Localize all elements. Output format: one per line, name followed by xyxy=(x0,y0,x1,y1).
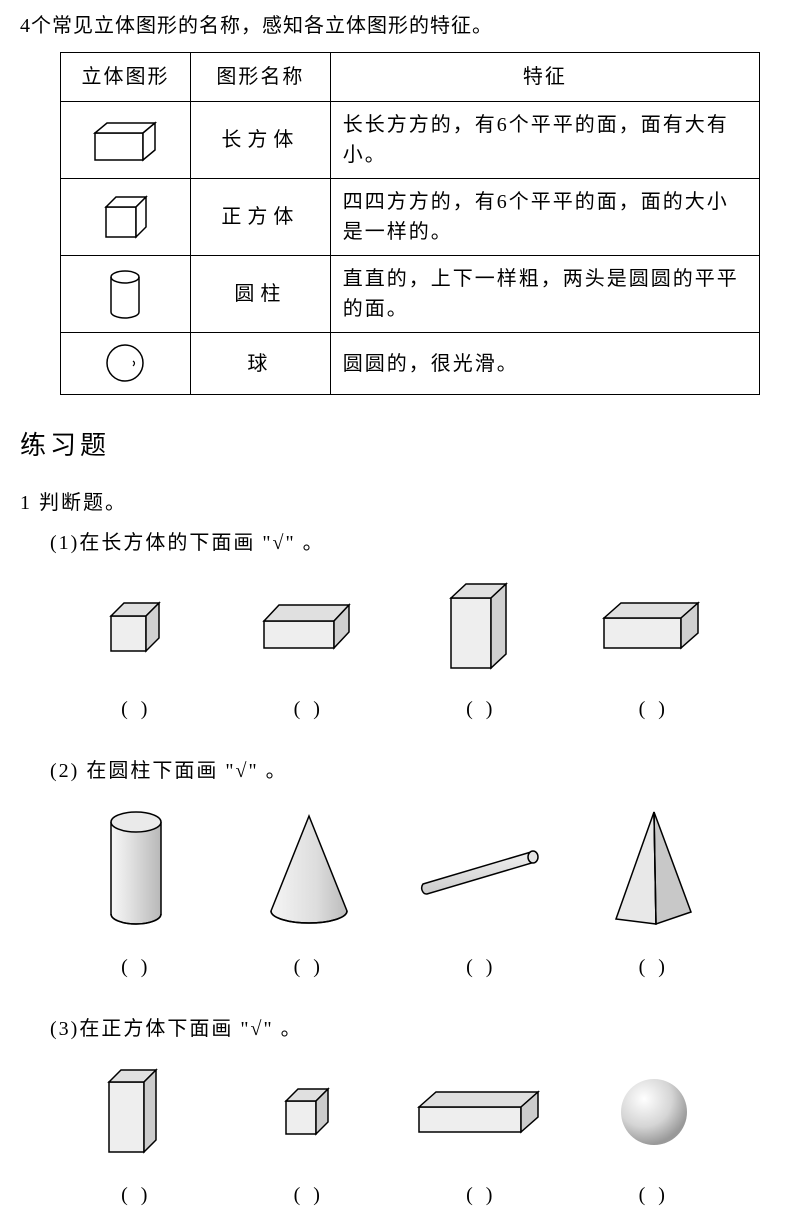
answer-paren[interactable]: ( ) xyxy=(568,1179,741,1211)
answer-paren[interactable]: ( ) xyxy=(395,1179,568,1211)
cell-shape-cylinder xyxy=(61,256,191,333)
sphere-icon xyxy=(103,341,148,386)
small-cube-shaded-icon xyxy=(96,591,176,661)
cell-name-cube: 正方体 xyxy=(190,179,330,256)
answer-paren[interactable]: ( ) xyxy=(568,693,741,725)
table-row: 球 圆圆的，很光滑。 xyxy=(61,333,760,395)
option-item: ( ) xyxy=(568,571,741,725)
answer-paren[interactable]: ( ) xyxy=(50,1179,223,1211)
answer-paren[interactable]: ( ) xyxy=(50,951,223,983)
q1-sub1-options: ( ) ( ) ( ) xyxy=(50,571,740,725)
option-item: ( ) xyxy=(395,1057,568,1211)
tall-cuboid-shaded-icon xyxy=(439,576,524,676)
long-flat-cuboid-shaded-icon xyxy=(411,1082,551,1142)
option-item: ( ) xyxy=(223,571,396,725)
answer-paren[interactable]: ( ) xyxy=(223,951,396,983)
cell-shape-cuboid xyxy=(61,102,191,179)
cell-name-cylinder: 圆柱 xyxy=(190,256,330,333)
q1-title: 1 判断题。 xyxy=(20,487,770,519)
q1-sub1: (1)在长方体的下面画 "√" 。 xyxy=(50,527,770,559)
wide-cuboid-shaded-icon xyxy=(596,593,711,658)
option-item: ( ) xyxy=(395,799,568,983)
table-header-row: 立体图形 图形名称 特征 xyxy=(61,53,760,102)
exercise-title: 练习题 xyxy=(20,425,770,467)
flat-cuboid-shaded-icon xyxy=(254,593,364,658)
answer-paren[interactable]: ( ) xyxy=(568,951,741,983)
cell-name-sphere: 球 xyxy=(190,333,330,395)
answer-paren[interactable]: ( ) xyxy=(395,951,568,983)
answer-paren[interactable]: ( ) xyxy=(50,693,223,725)
cylinder-icon xyxy=(105,267,145,322)
small-cube2-shaded-icon xyxy=(274,1079,344,1144)
tall-block-shaded-icon xyxy=(99,1062,174,1162)
answer-paren[interactable]: ( ) xyxy=(395,693,568,725)
option-item: ( ) xyxy=(395,571,568,725)
q1-sub2: (2) 在圆柱下面画 "√" 。 xyxy=(50,755,770,787)
option-item: ( ) xyxy=(50,799,223,983)
cell-feature-cube: 四四方方的，有6个平平的面，面的大小是一样的。 xyxy=(330,179,759,256)
answer-paren[interactable]: ( ) xyxy=(223,693,396,725)
sphere-shaded-icon xyxy=(614,1072,694,1152)
cylinder-shaded-icon xyxy=(99,804,174,934)
cell-name-cuboid: 长方体 xyxy=(190,102,330,179)
table-row: 正方体 四四方方的，有6个平平的面，面的大小是一样的。 xyxy=(61,179,760,256)
th-name: 图形名称 xyxy=(190,53,330,102)
rod-shaded-icon xyxy=(411,834,551,904)
option-item: ( ) xyxy=(223,799,396,983)
option-item: ( ) xyxy=(223,1057,396,1211)
option-item: ( ) xyxy=(568,1057,741,1211)
th-shape: 立体图形 xyxy=(61,53,191,102)
intro-text: 4个常见立体图形的名称，感知各立体图形的特征。 xyxy=(20,10,770,42)
cone-shaded-icon xyxy=(259,806,359,931)
option-item: ( ) xyxy=(568,799,741,983)
pyramid-shaded-icon xyxy=(606,804,701,934)
th-feature: 特征 xyxy=(330,53,759,102)
shapes-table: 立体图形 图形名称 特征 长方体 长长方方的，有6个平平的面，面有大有小。 正方… xyxy=(60,52,760,395)
cell-feature-cuboid: 长长方方的，有6个平平的面，面有大有小。 xyxy=(330,102,759,179)
option-item: ( ) xyxy=(50,571,223,725)
cell-feature-sphere: 圆圆的，很光滑。 xyxy=(330,333,759,395)
cuboid-icon xyxy=(85,118,165,163)
q1-sub3-options: ( ) ( ) ( ) xyxy=(50,1057,740,1211)
q1-sub2-options: ( ) ( ) xyxy=(50,799,740,983)
cell-shape-cube xyxy=(61,179,191,256)
cube-icon xyxy=(98,192,153,242)
table-row: 长方体 长长方方的，有6个平平的面，面有大有小。 xyxy=(61,102,760,179)
table-row: 圆柱 直直的，上下一样粗，两头是圆圆的平平的面。 xyxy=(61,256,760,333)
q1-sub3: (3)在正方体下面画 "√" 。 xyxy=(50,1013,770,1045)
answer-paren[interactable]: ( ) xyxy=(223,1179,396,1211)
cell-feature-cylinder: 直直的，上下一样粗，两头是圆圆的平平的面。 xyxy=(330,256,759,333)
option-item: ( ) xyxy=(50,1057,223,1211)
cell-shape-sphere xyxy=(61,333,191,395)
